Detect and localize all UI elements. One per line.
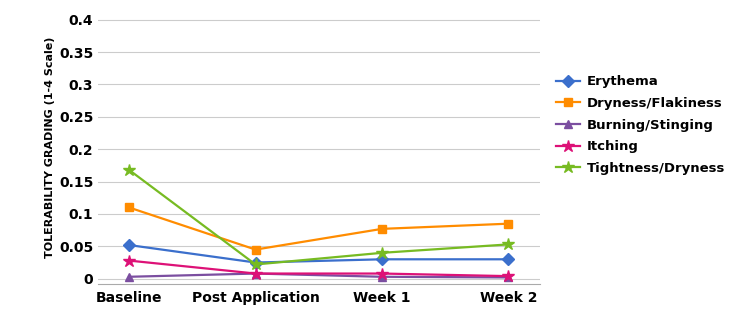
Burning/Stinging: [504, 276, 513, 280]
Line: Erythema: Erythema: [125, 241, 512, 267]
Dryness/Flakiness: [377, 227, 386, 231]
Dryness/Flakiness: [504, 222, 513, 226]
Erythema: [504, 257, 513, 261]
Erythema: [124, 243, 134, 247]
Itching: [504, 274, 513, 278]
Line: Burning/Stinging: Burning/Stinging: [125, 270, 512, 282]
Burning/Stinging: [377, 275, 386, 279]
Tightness/Dryness: [504, 242, 513, 246]
Itching: [251, 272, 260, 276]
Erythema: [377, 257, 386, 261]
Tightness/Dryness: [251, 263, 260, 267]
Y-axis label: TOLERABILITY GRADING (1-4 Scale): TOLERABILITY GRADING (1-4 Scale): [45, 36, 55, 258]
Itching: [124, 259, 134, 263]
Burning/Stinging: [251, 272, 260, 276]
Erythema: [251, 261, 260, 265]
Legend: Erythema, Dryness/Flakiness, Burning/Stinging, Itching, Tightness/Dryness: Erythema, Dryness/Flakiness, Burning/Sti…: [551, 70, 730, 180]
Tightness/Dryness: [124, 168, 134, 172]
Line: Tightness/Dryness: Tightness/Dryness: [123, 164, 514, 271]
Dryness/Flakiness: [124, 205, 134, 209]
Dryness/Flakiness: [251, 247, 260, 252]
Tightness/Dryness: [377, 251, 386, 255]
Itching: [377, 272, 386, 276]
Line: Dryness/Flakiness: Dryness/Flakiness: [125, 203, 512, 254]
Burning/Stinging: [124, 275, 134, 279]
Line: Itching: Itching: [123, 255, 514, 282]
